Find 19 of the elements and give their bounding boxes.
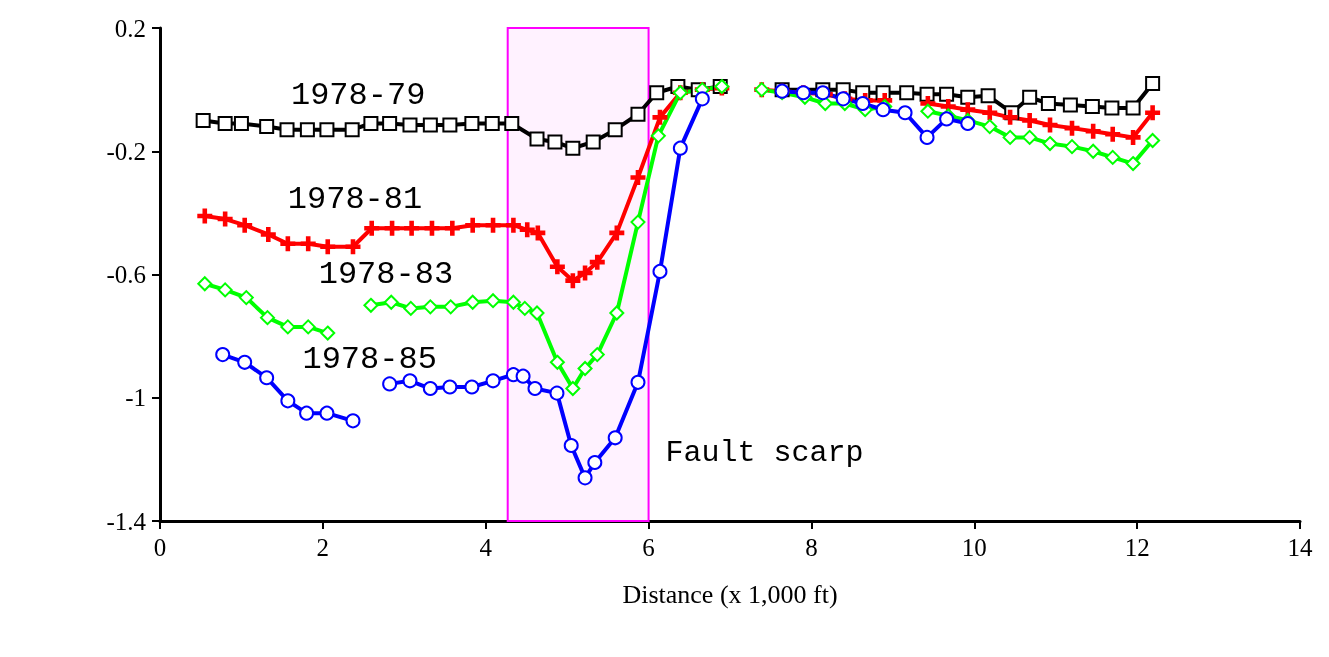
y-tick-label: -0.2	[106, 137, 146, 165]
series-label: 1978-79	[290, 77, 426, 115]
series-label: 1978-83	[318, 255, 454, 293]
x-axis-title: Distance (x 1,000 ft)	[622, 579, 838, 609]
y-tick-label: -0.6	[106, 261, 146, 288]
x-tick-label: 2	[316, 534, 330, 561]
x-tick-label: 8	[805, 534, 818, 561]
y-tick-label: 0.2	[114, 14, 146, 42]
series-label: 1978-81	[287, 181, 423, 219]
x-tick-label: 0	[153, 534, 167, 561]
x-tick-label: 12	[1124, 534, 1150, 561]
y-tick-label: -1.4	[106, 507, 147, 535]
series-label: 1978-85	[302, 341, 437, 379]
x-tick-label: 10	[961, 534, 987, 561]
x-tick-label: 6	[642, 534, 655, 561]
y-tick-label: -1	[125, 384, 146, 412]
x-tick-label: 14	[1287, 534, 1313, 561]
x-tick-label: 4	[479, 534, 493, 561]
band-label: Fault scarp	[665, 435, 864, 470]
